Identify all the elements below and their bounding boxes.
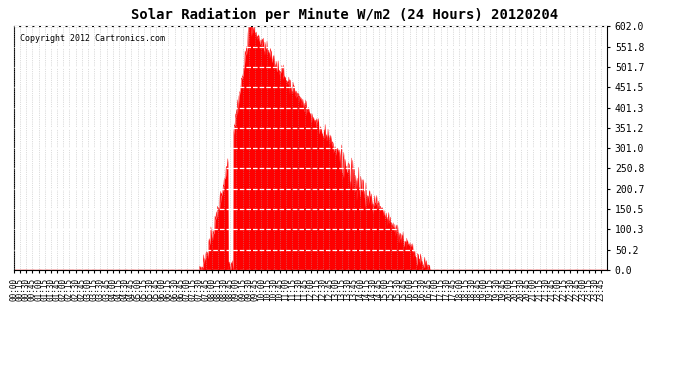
Text: Copyright 2012 Cartronics.com: Copyright 2012 Cartronics.com	[20, 34, 165, 43]
Text: Solar Radiation per Minute W/m2 (24 Hours) 20120204: Solar Radiation per Minute W/m2 (24 Hour…	[131, 8, 559, 22]
